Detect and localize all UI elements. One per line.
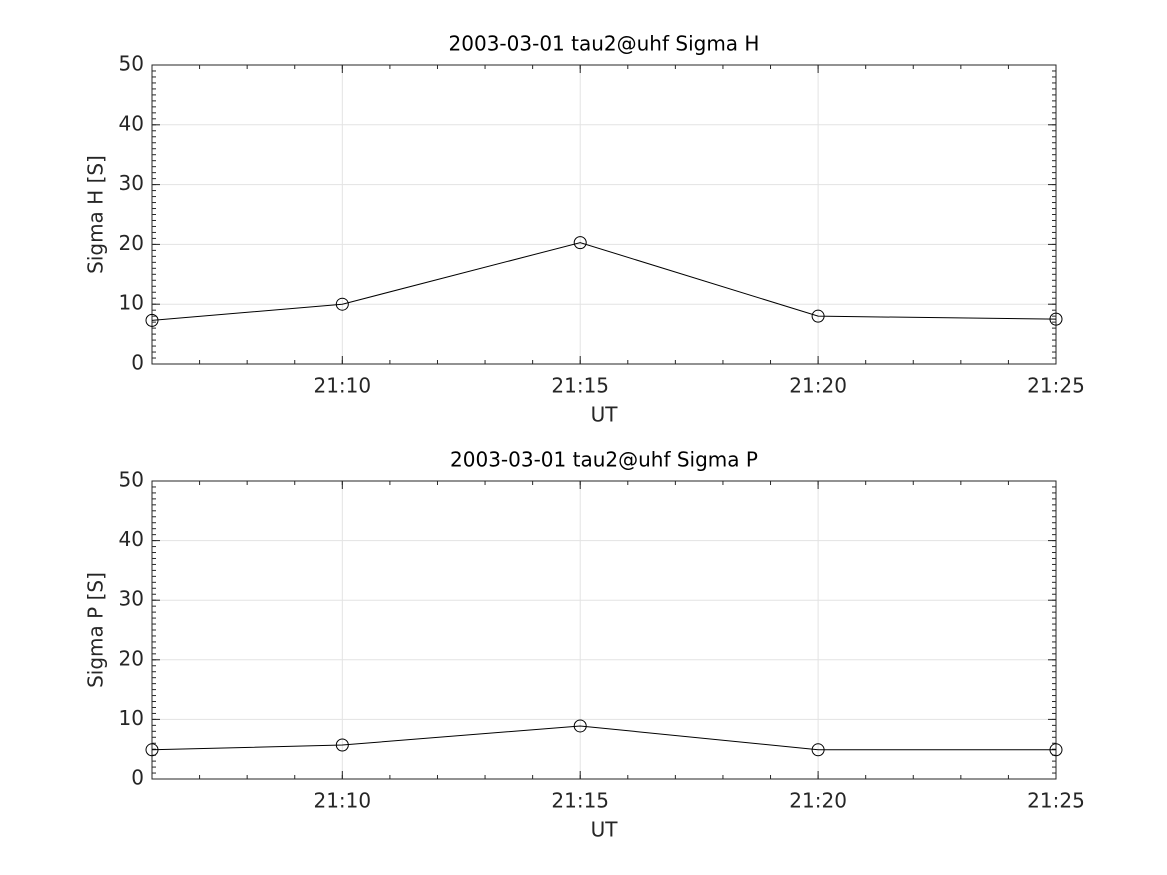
x-tick-label: 21:15 <box>551 374 609 398</box>
data-point <box>145 313 159 327</box>
data-line <box>151 242 1057 321</box>
x-tick-label: 21:25 <box>1027 374 1085 398</box>
data-point <box>145 743 159 757</box>
chart-title: 2003-03-01 tau2@uhf Sigma H <box>449 32 760 56</box>
data-point <box>1049 312 1063 326</box>
y-axis-label: Sigma P [S] <box>84 572 108 688</box>
y-axis-label: Sigma H [S] <box>84 155 108 274</box>
data-point <box>573 236 587 250</box>
data-point <box>811 743 825 757</box>
y-tick-label: 30 <box>119 171 144 195</box>
x-axis-label: UT <box>591 818 619 842</box>
x-axis-label: UT <box>591 403 619 427</box>
x-tick-label: 21:15 <box>551 789 609 813</box>
y-tick-label: 30 <box>119 587 144 611</box>
y-tick-label: 10 <box>119 706 144 730</box>
x-tick-label: 21:20 <box>789 374 847 398</box>
data-point <box>335 297 349 311</box>
y-tick-label: 50 <box>119 468 144 492</box>
data-line <box>151 725 1056 751</box>
y-tick-label: 0 <box>131 351 144 375</box>
y-tick-label: 50 <box>119 52 144 76</box>
x-tick-label: 21:10 <box>313 374 371 398</box>
x-tick-label: 21:20 <box>789 789 847 813</box>
x-tick-label: 21:10 <box>313 789 371 813</box>
y-tick-label: 40 <box>119 527 144 551</box>
chart-title: 2003-03-01 tau2@uhf Sigma P <box>450 448 758 472</box>
y-tick-label: 20 <box>119 646 144 670</box>
y-tick-label: 20 <box>119 231 144 255</box>
plot-area <box>152 481 1056 779</box>
x-tick-label: 21:25 <box>1027 789 1085 813</box>
plot-area <box>152 65 1056 364</box>
axes-box <box>151 480 1057 780</box>
data-point <box>811 309 825 323</box>
y-tick-label: 40 <box>119 111 144 135</box>
data-point <box>573 719 587 733</box>
data-point <box>1049 743 1063 757</box>
axes-box <box>151 64 1057 365</box>
y-tick-label: 10 <box>119 291 144 315</box>
data-point <box>335 738 349 752</box>
y-tick-label: 0 <box>131 766 144 790</box>
